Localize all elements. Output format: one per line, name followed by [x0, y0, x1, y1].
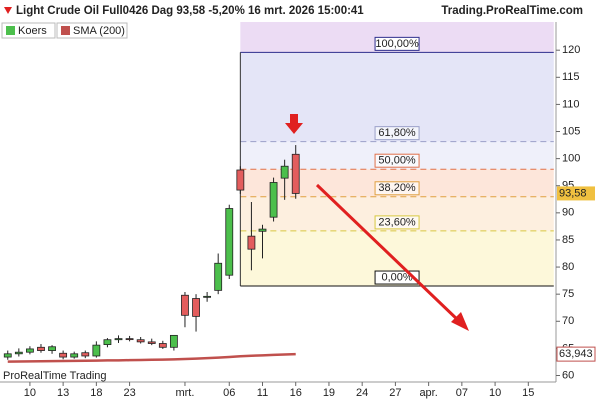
sma-label-box	[556, 346, 596, 362]
candle-body	[136, 339, 145, 343]
sma-label: 63,943	[559, 348, 593, 360]
candle-body	[247, 235, 256, 250]
x-tick-label: 27	[389, 387, 401, 399]
x-tick-label: 10	[489, 387, 501, 399]
fib-label: 23,60%	[378, 216, 416, 228]
y-tick-label: 85	[562, 234, 574, 246]
down-arrow-shaft	[290, 114, 298, 124]
annotation-arrows	[285, 114, 469, 331]
x-tick-label: mrt.	[175, 387, 194, 399]
x-tick-label: 15	[522, 387, 534, 399]
candle-body	[181, 294, 189, 316]
trend-arrow-head	[451, 312, 469, 331]
fib-label: 50,00%	[378, 155, 416, 167]
legend-label: SMA (200)	[73, 25, 125, 37]
x-tick-label: 19	[323, 387, 335, 399]
candle-body	[192, 298, 200, 317]
fib-label-box	[374, 215, 420, 230]
fib-label: 61,80%	[378, 127, 416, 139]
candle-body	[81, 352, 90, 357]
candle-body	[258, 228, 267, 232]
legend-swatch	[6, 26, 15, 35]
watermark: ProRealTime Trading	[3, 370, 107, 382]
y-tick-label: 115	[562, 71, 580, 83]
y-tick-label: 90	[562, 207, 574, 219]
y-tick-label: 60	[562, 369, 574, 381]
trend-arrow	[315, 183, 462, 324]
legend-label: Koers	[18, 25, 47, 37]
x-tick-label: 06	[223, 387, 235, 399]
x-tick-label: 07	[456, 387, 468, 399]
fib-label-box	[374, 126, 420, 141]
y-tick-label: 100	[562, 153, 580, 165]
down-arrow-head	[285, 123, 303, 134]
x-tick-label: 23	[123, 387, 135, 399]
candle-body	[26, 348, 34, 353]
candle-body	[103, 339, 112, 345]
candle-body	[70, 353, 79, 358]
x-tick-label: 10	[24, 387, 36, 399]
header-title: Light Crude Oil Full0426 Dag 93,58 -5,20…	[16, 5, 364, 17]
fib-label-box	[374, 36, 420, 51]
legend-box	[56, 22, 128, 39]
candle-body	[37, 346, 45, 351]
y-tick-label: 70	[562, 315, 574, 327]
candle-body	[203, 295, 212, 298]
candle-body	[48, 346, 56, 351]
candle-body	[225, 208, 234, 276]
fib-label: 38,20%	[378, 182, 416, 194]
fib-label-box	[374, 181, 420, 196]
price-label: 93,58	[559, 187, 587, 199]
y-tick-label: 120	[562, 44, 580, 56]
y-tick-label: 110	[562, 98, 580, 110]
candle-body	[280, 165, 289, 179]
plot-area: 100,00% 61,80% 50,00% 38,20% 23,60% 0,00%	[3, 22, 554, 363]
legend-box	[1, 22, 56, 39]
candle-body	[169, 334, 178, 348]
header-bar	[0, 0, 600, 21]
x-tick-label: 18	[90, 387, 102, 399]
x-tick-label: 13	[57, 387, 69, 399]
candle-body	[147, 341, 156, 344]
x-tick-label: 24	[356, 387, 368, 399]
candle-body	[125, 338, 134, 341]
candle-body	[269, 182, 278, 218]
x-tick-label: apr.	[419, 387, 437, 399]
candle-body	[158, 343, 167, 348]
price-label-box	[557, 186, 595, 201]
y-tick-label: 105	[562, 125, 580, 137]
change-icon	[4, 7, 12, 14]
candle-body	[92, 344, 101, 357]
y-tick-label: 75	[562, 288, 574, 300]
candle-body	[214, 262, 223, 291]
candle-body	[114, 338, 123, 341]
x-tick-label: 11	[257, 387, 268, 399]
candle-body	[59, 352, 68, 358]
candle-body	[236, 169, 245, 191]
fib-label-box	[374, 153, 420, 168]
sma-line	[7, 352, 296, 363]
y-tick-label: 80	[562, 261, 574, 273]
x-tick-label: 16	[290, 387, 302, 399]
candle-body	[14, 351, 23, 355]
candle-body	[291, 153, 300, 194]
candle-body	[3, 353, 12, 358]
fib-label: 100,00%	[375, 38, 419, 50]
fib-label: 0,00%	[381, 271, 412, 283]
legend-swatch	[61, 26, 70, 35]
source: Trading.ProRealTime.com	[441, 5, 583, 17]
